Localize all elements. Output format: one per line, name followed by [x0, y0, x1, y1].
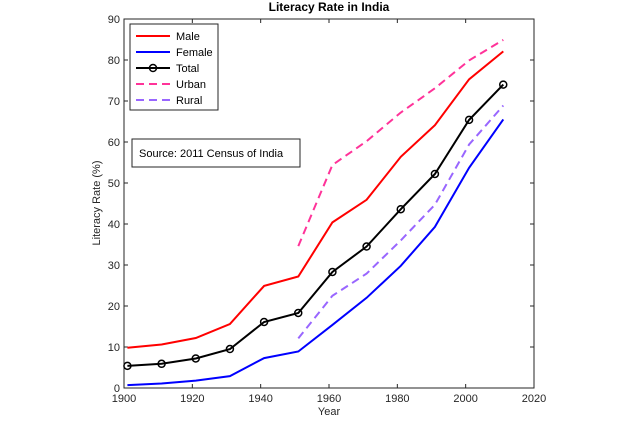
total-data-point: [499, 80, 508, 89]
legend: Male Female Total Urban Rural: [129, 23, 219, 111]
y-tick-label: 80: [108, 55, 120, 67]
total-data-point: [259, 317, 269, 327]
female-series-line: [127, 118, 505, 387]
x-tick-label: 1980: [385, 393, 409, 405]
x-tick-label: 1960: [317, 393, 341, 405]
urban-series-line: [297, 39, 504, 247]
legend-label-male: Male: [176, 31, 200, 43]
y-tick-label: 30: [108, 260, 120, 272]
legend-label-urban: Urban: [176, 79, 206, 91]
total-data-point: [191, 354, 200, 363]
y-tick-label: 20: [108, 301, 120, 313]
total-data-point: [294, 308, 303, 318]
x-axis: 1900 1920 1940 1960 1980 2000 2020: [112, 19, 546, 405]
rural-series-line: [297, 104, 505, 340]
legend-label-total: Total: [176, 63, 199, 75]
legend-label-female: Female: [176, 47, 213, 59]
y-tick-label: 70: [108, 96, 120, 108]
x-tick-label: 1920: [180, 393, 204, 405]
chart-title: Literacy Rate in India: [269, 0, 390, 14]
source-annotation: Source: 2011 Census of India: [131, 138, 301, 168]
y-axis: 0 10 20 30 40 50 60 70 80 90: [108, 14, 534, 395]
total-data-point: [464, 115, 474, 125]
male-series-line: [127, 50, 504, 349]
x-tick-label: 2020: [522, 393, 546, 405]
total-data-point: [396, 204, 405, 214]
y-tick-label: 90: [108, 14, 120, 26]
y-axis-label: Literacy Rate (%): [91, 161, 103, 246]
series-layer: [123, 39, 508, 387]
y-tick-label: 60: [108, 137, 120, 149]
x-tick-label: 1900: [112, 393, 136, 405]
total-data-point: [362, 242, 371, 251]
y-tick-label: 50: [108, 178, 120, 190]
x-tick-label: 2000: [453, 393, 477, 405]
x-axis-label: Year: [318, 406, 341, 418]
y-tick-label: 10: [108, 342, 120, 354]
legend-marker-total: [148, 63, 158, 73]
total-data-point: [225, 344, 235, 354]
x-tick-label: 1940: [248, 393, 272, 405]
total-series-line: [127, 83, 505, 367]
y-tick-label: 40: [108, 219, 120, 231]
total-data-point: [430, 169, 440, 179]
legend-label-rural: Rural: [176, 95, 202, 107]
total-data-point: [123, 361, 132, 371]
annotation-box: [131, 138, 301, 168]
total-data-point: [328, 267, 337, 277]
total-data-point: [157, 359, 166, 369]
annotation-text: Source: 2011 Census of India: [139, 148, 284, 160]
y-tick-label: 0: [114, 383, 120, 395]
